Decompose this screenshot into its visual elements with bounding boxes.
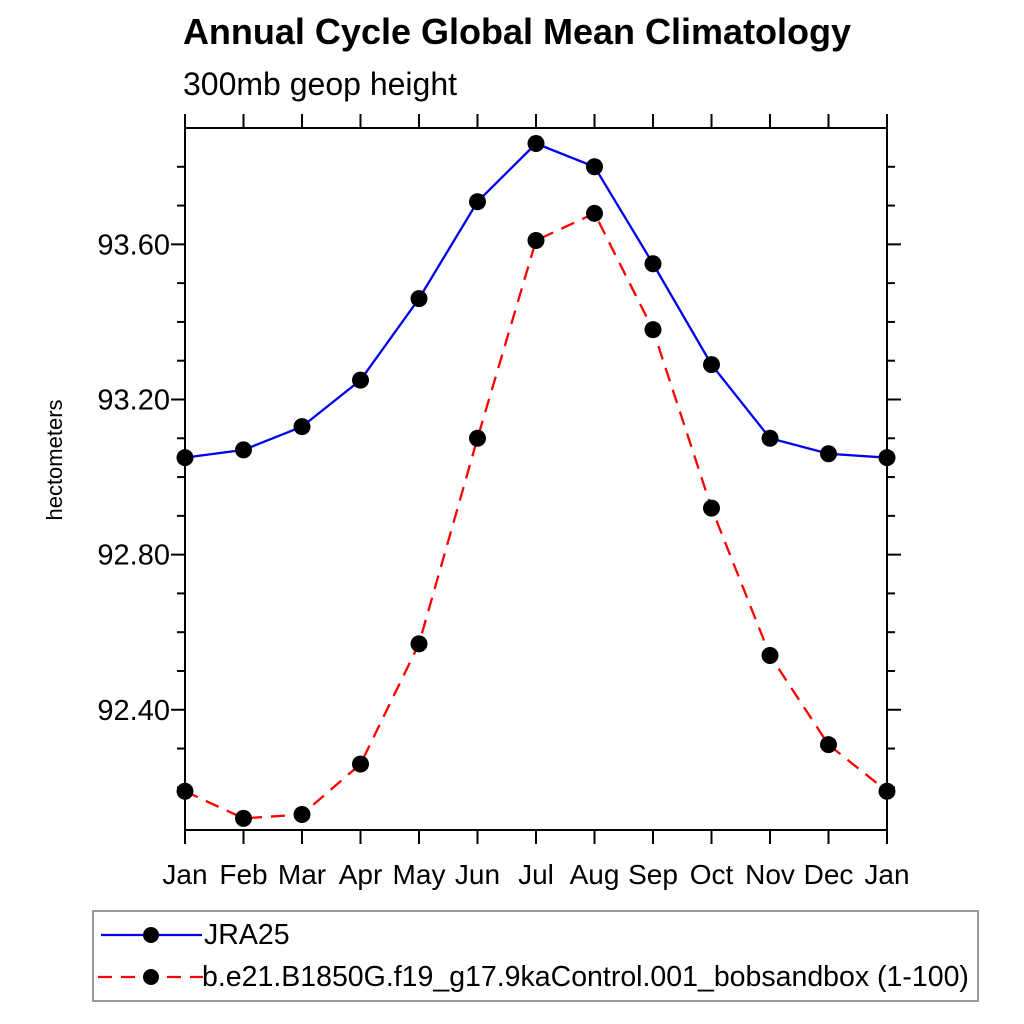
legend-label-jra25: JRA25 xyxy=(204,919,290,951)
data-point-marker-s0 xyxy=(761,429,779,447)
x-tick-label: Mar xyxy=(278,859,326,890)
y-tick-label: 92.40 xyxy=(97,695,170,727)
legend-marker-icon xyxy=(143,969,159,985)
y-tick-label: 93.20 xyxy=(97,384,170,416)
data-point-marker-s1 xyxy=(527,231,545,249)
data-point-marker-s1 xyxy=(176,782,194,800)
data-point-marker-s1 xyxy=(410,635,428,653)
series-line-1 xyxy=(184,211,888,820)
y-tick-label: 92.80 xyxy=(97,540,170,572)
data-point-marker-s0 xyxy=(176,449,194,467)
x-tick-label: Jul xyxy=(518,859,554,890)
data-point-marker-s1 xyxy=(469,429,486,447)
data-point-marker-s1 xyxy=(352,755,369,773)
chart-title: Annual Cycle Global Mean Climatology xyxy=(182,11,852,52)
x-tick-label: May xyxy=(393,859,446,890)
data-point-marker-s0 xyxy=(293,418,311,436)
data-point-marker-s0 xyxy=(469,193,486,211)
y-tick-label: 93.60 xyxy=(97,229,170,261)
data-point-marker-s1 xyxy=(644,321,662,339)
data-point-marker-s1 xyxy=(703,499,720,517)
x-tick-label: Jun xyxy=(455,859,500,890)
data-point-marker-s1 xyxy=(820,736,837,754)
x-tick-label: Aug xyxy=(570,859,620,890)
legend-label-model: b.e21.B1850G.f19_g17.9kaControl.001_bobs… xyxy=(202,961,969,993)
x-tick-label: Jan xyxy=(162,859,207,890)
data-point-marker-s1 xyxy=(878,782,896,800)
series-line-0 xyxy=(184,142,888,459)
plot-area: Jan Feb Mar Apr May Jun Jul Aug Sep Oct Nov Dec Jan 9… xyxy=(97,114,910,890)
data-point-marker-s1 xyxy=(586,204,603,222)
data-point-marker-s0 xyxy=(586,158,603,176)
x-tick-label: Sep xyxy=(628,859,678,890)
legend: JRA25 b.e21.B1850G.f19_g17.9kaControl.00… xyxy=(92,910,979,1002)
data-point-marker-s0 xyxy=(820,445,837,463)
x-tick-label: Apr xyxy=(339,859,383,890)
data-point-marker-s0 xyxy=(410,290,428,308)
x-tick-label: Oct xyxy=(690,859,734,890)
data-point-marker-s0 xyxy=(703,356,720,374)
data-point-marker-s0 xyxy=(527,135,545,153)
x-tick-label: Dec xyxy=(804,859,854,890)
data-point-marker-s0 xyxy=(878,449,896,467)
data-point-marker-s1 xyxy=(293,805,311,823)
data-point-marker-s0 xyxy=(352,371,369,389)
data-point-marker-s1 xyxy=(235,809,252,827)
legend-marker-icon xyxy=(143,927,159,943)
legend-line-sample-model xyxy=(98,969,203,985)
x-tick-label: Feb xyxy=(219,859,267,890)
x-tick-label: Nov xyxy=(745,859,795,890)
data-point-marker-s0 xyxy=(235,441,252,459)
chart-subtitle: 300mb geop height xyxy=(183,66,457,102)
legend-line-sample-jra25 xyxy=(101,927,202,943)
x-tick-label: Jan xyxy=(864,859,909,890)
data-point-marker-s1 xyxy=(761,646,779,664)
data-point-marker-s0 xyxy=(644,255,662,273)
